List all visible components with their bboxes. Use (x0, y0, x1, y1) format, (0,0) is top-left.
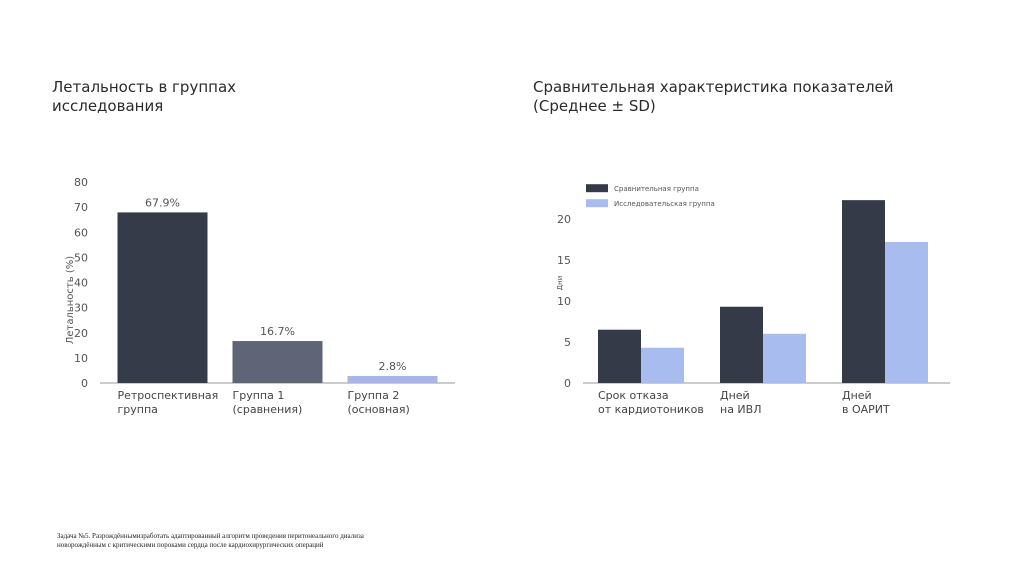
y-axis-label: Летальность (%) (65, 256, 76, 344)
legend-swatch (586, 199, 608, 208)
y-tick-label: 60 (74, 226, 88, 239)
chart-title: Сравнительная характеристика показателей… (533, 78, 894, 115)
x-tick-label: Группа 2 (основная) (348, 389, 410, 416)
y-tick-label: 20 (557, 213, 571, 226)
x-tick-label: Срок отказа от кардиотоников (598, 389, 704, 416)
x-tick-label: Группа 1 (сравнения) (233, 389, 303, 416)
y-tick-label: 5 (564, 336, 571, 349)
y-tick-label: 10 (74, 352, 88, 365)
bar (347, 375, 438, 383)
value-label: 67.9% (145, 196, 180, 209)
y-tick-label: 10 (557, 295, 571, 308)
x-tick-label: Дней на ИВЛ (720, 389, 761, 416)
legend-label: Сравнительная группа (614, 185, 699, 193)
bar (117, 212, 208, 383)
y-tick-label: 70 (74, 201, 88, 214)
bar (598, 329, 641, 383)
y-tick-label: 50 (74, 251, 88, 264)
footnote: Задача №5. Разрождённымизработать адапти… (57, 532, 365, 549)
y-tick-label: 40 (74, 277, 88, 290)
bar (885, 241, 928, 383)
legend-label: Исследовательская группа (614, 200, 715, 208)
y-tick-label: 20 (74, 327, 88, 340)
y-tick-label: 30 (74, 302, 88, 315)
y-axis-label: Дни (556, 276, 564, 291)
bar (641, 347, 684, 383)
y-tick-label: 0 (564, 377, 571, 390)
bar (720, 306, 763, 383)
bar (232, 341, 323, 383)
x-tick-label: Дней в ОАРИТ (842, 389, 890, 416)
value-label: 2.8% (379, 360, 407, 373)
chart-title: Летальность в группах исследования (52, 78, 236, 115)
value-label: 16.7% (260, 325, 295, 338)
x-tick-label: Ретроспективная группа (118, 389, 219, 416)
bar (842, 200, 885, 383)
bar (763, 333, 806, 383)
y-tick-label: 80 (74, 176, 88, 189)
y-tick-label: 15 (557, 254, 571, 267)
legend-swatch (586, 184, 608, 193)
y-tick-label: 0 (81, 377, 88, 390)
